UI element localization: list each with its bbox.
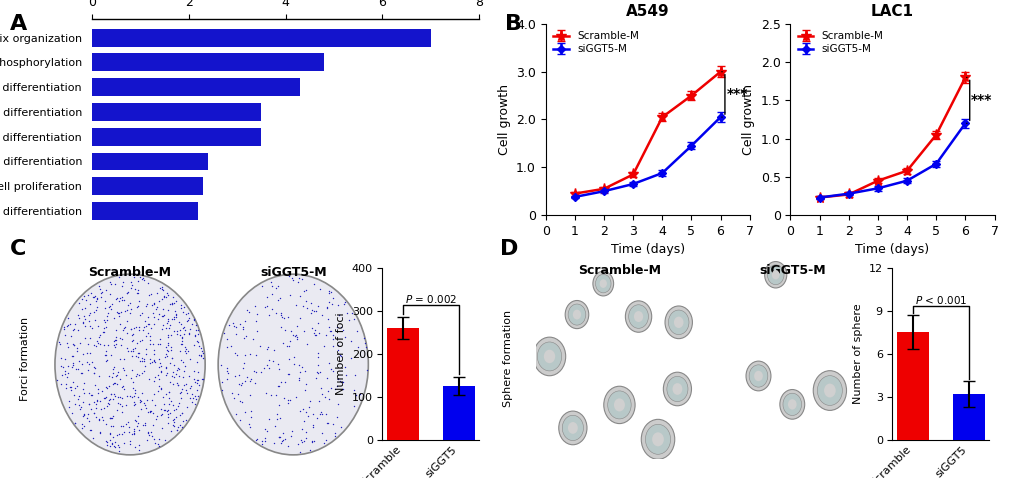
Circle shape [745, 361, 770, 391]
Ellipse shape [55, 274, 205, 455]
Circle shape [666, 376, 687, 402]
Bar [92, 103, 261, 121]
Bar [92, 78, 300, 96]
Circle shape [672, 383, 682, 395]
Bar [92, 202, 199, 220]
Circle shape [533, 337, 566, 376]
Circle shape [766, 265, 784, 285]
Text: ***: *** [970, 93, 991, 108]
Text: C: C [10, 239, 26, 259]
Circle shape [573, 310, 581, 319]
Text: A: A [10, 14, 28, 34]
Circle shape [603, 386, 635, 424]
Circle shape [543, 350, 554, 363]
Y-axis label: Number of foci: Number of foci [336, 313, 345, 395]
Legend: Scramble-M, siGGT5-M: Scramble-M, siGGT5-M [795, 29, 884, 56]
Bar [92, 152, 208, 170]
Circle shape [667, 310, 688, 335]
Text: Scramble-M: Scramble-M [89, 266, 171, 279]
Circle shape [537, 342, 561, 371]
Bar [92, 128, 261, 146]
Circle shape [561, 415, 583, 441]
Circle shape [783, 393, 801, 415]
Bar [442, 386, 475, 440]
Circle shape [748, 365, 767, 387]
Text: $\it{P}$ < 0.001: $\it{P}$ < 0.001 [914, 293, 966, 305]
Ellipse shape [218, 274, 368, 455]
Circle shape [651, 432, 663, 446]
Title: A549: A549 [626, 3, 668, 19]
Circle shape [780, 390, 804, 419]
Circle shape [645, 424, 669, 454]
Legend: Scramble-M, siGGT5-M: Scramble-M, siGGT5-M [550, 29, 640, 56]
Circle shape [764, 261, 786, 288]
Text: $\it{P}$ = 0.002: $\it{P}$ = 0.002 [405, 293, 457, 305]
Circle shape [771, 270, 779, 279]
Bar [386, 328, 419, 440]
Text: siGGT5-M: siGGT5-M [260, 266, 326, 279]
Y-axis label: Cell growth: Cell growth [497, 84, 511, 155]
Bar [896, 332, 928, 440]
Y-axis label: Cell growth: Cell growth [742, 84, 754, 155]
Circle shape [674, 316, 683, 328]
Bar [952, 394, 984, 440]
Text: Scramble-M: Scramble-M [578, 264, 660, 277]
Circle shape [568, 422, 577, 434]
Title: LAC1: LAC1 [870, 3, 913, 19]
Circle shape [607, 391, 631, 419]
Circle shape [568, 304, 585, 325]
X-axis label: Time (days): Time (days) [610, 243, 684, 256]
Circle shape [753, 371, 762, 381]
Text: ***: *** [726, 87, 747, 101]
Text: D: D [499, 239, 518, 259]
Bar [92, 54, 324, 71]
Text: Sphere formation: Sphere formation [502, 310, 513, 407]
Circle shape [613, 398, 625, 412]
Circle shape [664, 306, 692, 338]
Circle shape [634, 311, 643, 322]
Circle shape [823, 383, 835, 398]
Circle shape [625, 301, 651, 332]
Text: B: B [504, 14, 522, 34]
Circle shape [787, 399, 796, 410]
Circle shape [628, 305, 648, 328]
Circle shape [558, 411, 586, 445]
Bar [92, 29, 431, 46]
Circle shape [592, 271, 613, 296]
Circle shape [662, 372, 691, 406]
Circle shape [595, 274, 610, 293]
Text: Forci formation: Forci formation [20, 316, 31, 401]
Circle shape [599, 279, 606, 288]
Circle shape [565, 301, 588, 329]
Circle shape [816, 376, 842, 405]
Text: siGGT5-M: siGGT5-M [759, 264, 825, 277]
Circle shape [641, 419, 675, 459]
X-axis label: Time (days): Time (days) [855, 243, 928, 256]
Circle shape [812, 370, 846, 411]
Bar [92, 177, 203, 195]
Y-axis label: Number of sphere: Number of sphere [852, 304, 862, 404]
